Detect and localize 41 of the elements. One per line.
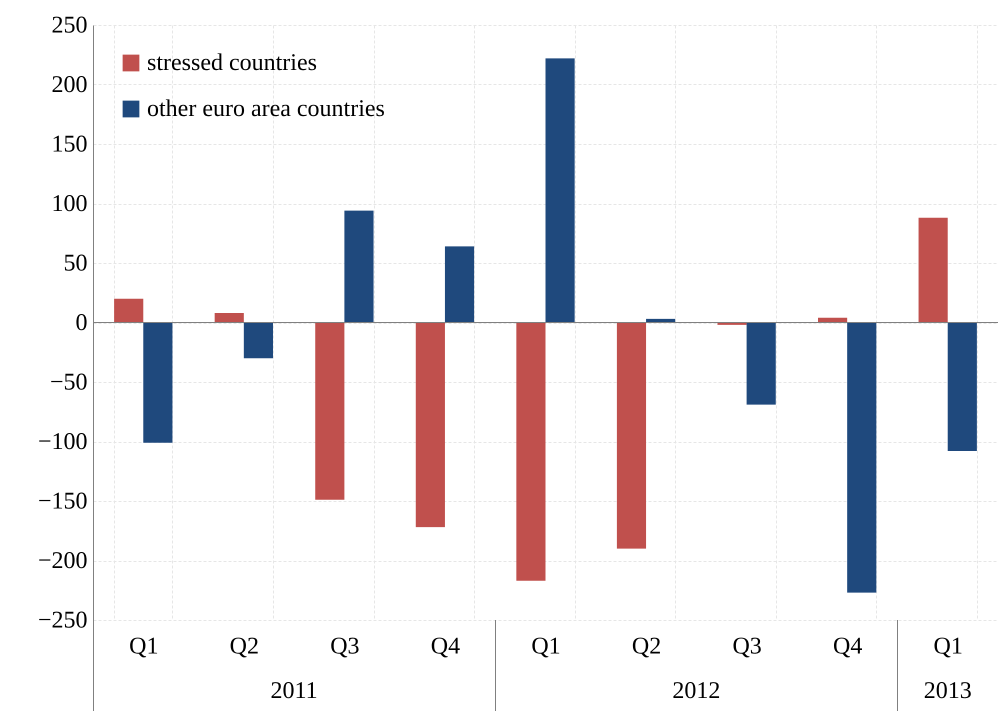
y-tick-label: 150: [52, 132, 88, 158]
y-tick-label: 250: [52, 12, 88, 38]
bar: [244, 322, 273, 358]
y-tick-label: −200: [38, 548, 88, 574]
y-tick-label: 200: [52, 72, 88, 98]
text: 2013: [922, 678, 973, 705]
bar: [546, 58, 575, 322]
x-tick-label: Q4: [832, 634, 862, 660]
y-tick-label: −250: [38, 608, 88, 634]
y-tick-label: 100: [52, 191, 88, 217]
x-tick-label: Q4: [430, 634, 460, 660]
bar: [444, 246, 474, 322]
bar: [818, 318, 848, 322]
y-tick-label: 50: [64, 250, 88, 276]
y-tick-label: −150: [38, 488, 88, 514]
x-tick-label: Q3: [732, 634, 762, 660]
bar: [948, 322, 977, 452]
bar: [315, 322, 344, 500]
bar: [616, 322, 646, 549]
bar: [114, 298, 144, 322]
text: 2012: [671, 678, 722, 705]
y-tick-label: −100: [38, 429, 88, 455]
bar: [918, 218, 948, 322]
bar: [416, 322, 445, 528]
text: 2011: [270, 678, 319, 705]
bar: [516, 322, 546, 581]
x-tick-label: Q1: [934, 634, 963, 660]
legend-label: other euro area countries: [147, 96, 385, 122]
y-tick-label: 0: [76, 310, 88, 336]
bar: [344, 210, 374, 322]
bar: [847, 322, 876, 593]
bar: [214, 312, 244, 322]
x-tick-label: Q3: [330, 634, 360, 660]
x-tick-label: Q2: [632, 634, 662, 660]
x-tick-label: Q1: [129, 634, 158, 660]
y-tick-label: −50: [50, 370, 88, 396]
x-tick-label: Q1: [531, 634, 561, 660]
legend-label: stressed countries: [147, 50, 317, 76]
x-tick-label: Q2: [230, 634, 260, 660]
bar: [746, 322, 776, 405]
bar: [143, 322, 172, 443]
